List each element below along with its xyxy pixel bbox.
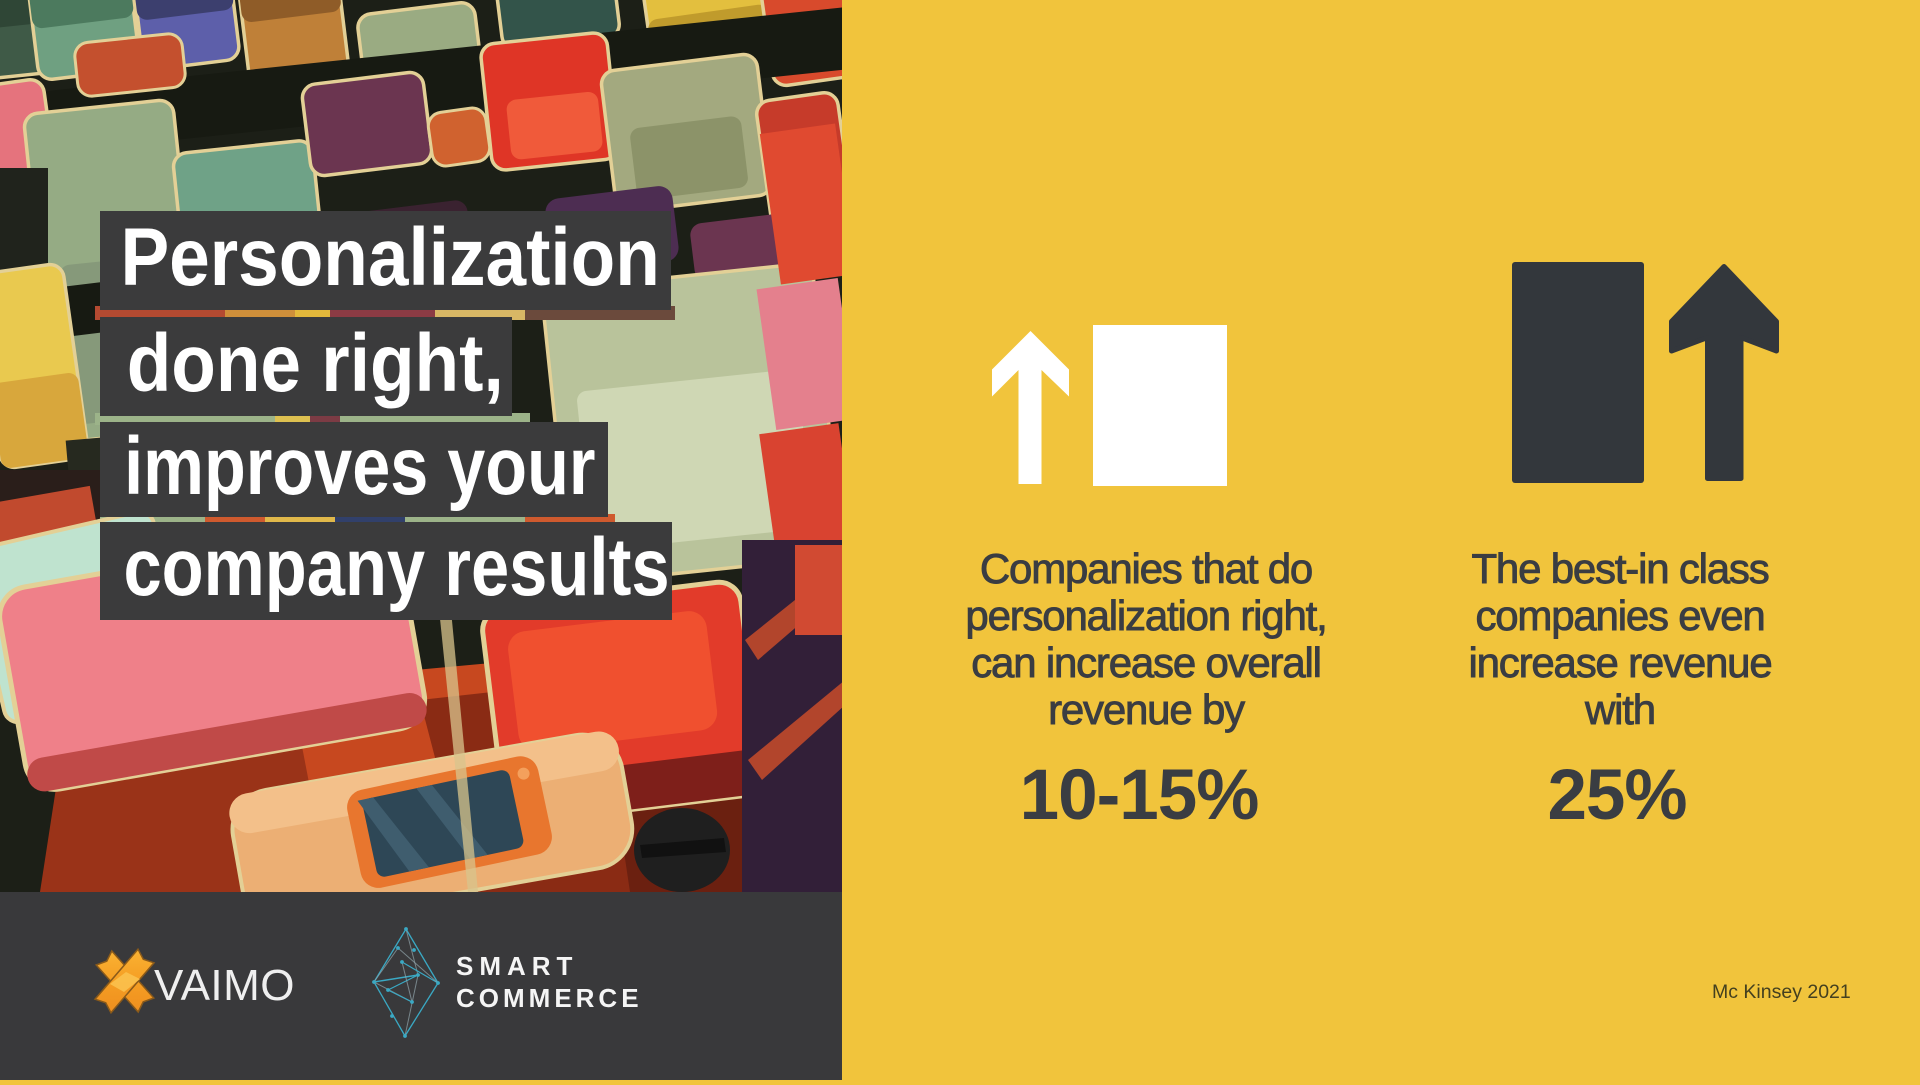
svg-text:SMART: SMART [456, 951, 578, 981]
svg-text:COMMERCE: COMMERCE [456, 983, 643, 1013]
svg-text:VAIMO: VAIMO [154, 961, 295, 1010]
